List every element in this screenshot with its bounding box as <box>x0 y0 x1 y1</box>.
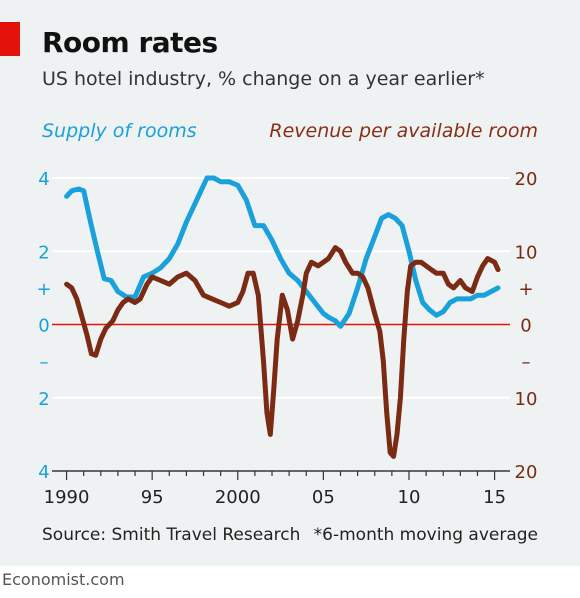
left-tick-label: 0 <box>38 316 49 337</box>
right-tick-label: 20 <box>515 169 538 190</box>
left-axis-series-label: Supply of rooms <box>42 120 197 142</box>
right-axis-series-label: Revenue per available room <box>269 120 538 142</box>
right-tick-label: 10 <box>515 242 538 263</box>
x-tick-label: 10 <box>398 487 421 508</box>
x-tick-label: 05 <box>312 487 335 508</box>
left-tick-label: 4 <box>38 169 49 190</box>
right-axis-ticks: 20 10 +0 – 10 20 <box>515 169 538 483</box>
footnote: *6-month moving average <box>313 525 538 545</box>
x-axis: 1990 95 2000 05 10 15 <box>44 470 510 508</box>
x-tick-label: 15 <box>483 487 506 508</box>
left-tick-label: – <box>40 352 49 373</box>
brand-footer: Economist.com <box>2 570 125 589</box>
right-tick-label: 20 <box>515 462 538 483</box>
series-line-supply <box>64 175 501 329</box>
brand-red-tag <box>0 22 20 56</box>
right-tick-label: 10 <box>515 389 538 410</box>
right-tick-label: – <box>522 352 531 373</box>
x-tick-label: 95 <box>141 487 164 508</box>
left-tick-label: 4 <box>38 462 49 483</box>
series-lines <box>64 175 501 459</box>
x-tick-label: 1990 <box>44 487 90 508</box>
left-tick-label: + <box>36 279 51 300</box>
left-tick-label: 2 <box>38 389 49 410</box>
series-line-revpar <box>64 245 501 459</box>
x-tick-label: 2000 <box>215 487 261 508</box>
right-tick-label: 0 <box>520 316 531 337</box>
line-chart: 4 2 +0 – 2 4 20 10 +0 – 10 20 1990 95 2000 05 10 15 <box>36 169 538 508</box>
right-tick-label: + <box>518 279 533 300</box>
source-note: Source: Smith Travel Research <box>42 525 301 545</box>
chart-panel: Room rates US hotel industry, % change o… <box>0 0 580 566</box>
chart-title: Room rates <box>42 26 218 59</box>
left-tick-label: 2 <box>38 242 49 263</box>
chart-subtitle: US hotel industry, % change on a year ea… <box>42 68 485 90</box>
left-axis-ticks: 4 2 +0 – 2 4 <box>36 169 51 483</box>
